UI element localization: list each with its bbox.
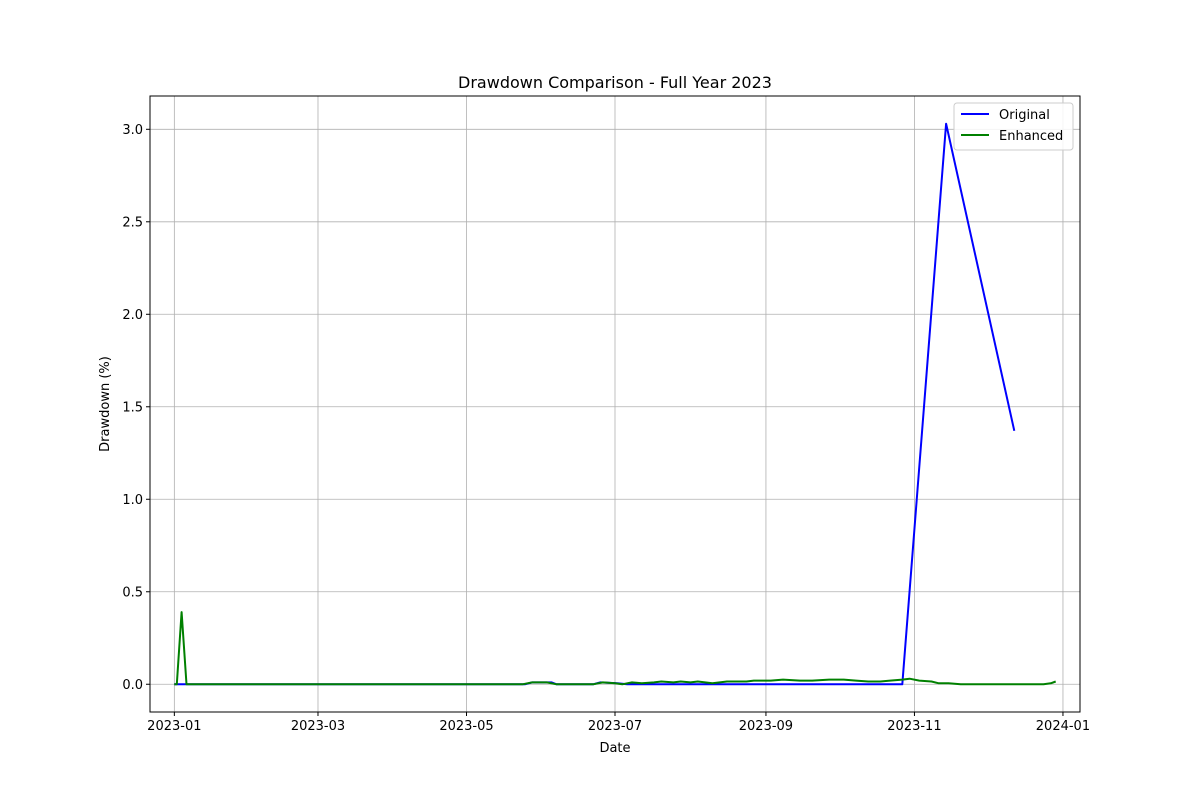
x-tick-label: 2023-09: [739, 719, 793, 734]
y-tick-label: 1.0: [122, 493, 143, 508]
legend: Original Enhanced: [953, 102, 1074, 151]
x-tick-label: 2023-03: [291, 719, 345, 734]
y-axis-label: Drawdown (%): [98, 356, 113, 452]
x-tick-label: 2023-01: [147, 719, 201, 734]
y-tick-label: 3.0: [122, 123, 143, 138]
axis-ticks: 2023-01 2023-03 2023-05 2023-07 2023-09 2023-…: [122, 123, 1090, 734]
x-tick-label: 2023-11: [887, 719, 941, 734]
y-tick-label: 2.5: [122, 215, 143, 230]
legend-label-original: Original: [999, 108, 1050, 123]
y-tick-label: 0.5: [122, 585, 143, 600]
chart-title: Drawdown Comparison - Full Year 2023: [458, 73, 772, 92]
y-tick-label: 0.0: [122, 678, 143, 693]
legend-label-enhanced: Enhanced: [999, 129, 1063, 144]
x-tick-label: 2023-05: [439, 719, 493, 734]
series-line-enhanced: [174, 611, 1057, 686]
x-axis-label: Date: [599, 741, 630, 756]
series-lines: [174, 122, 1057, 686]
x-tick-label: 2023-07: [588, 719, 642, 734]
y-tick-label: 1.5: [122, 400, 143, 415]
x-tick-label: 2024-01: [1036, 719, 1090, 734]
y-tick-label: 2.0: [122, 308, 143, 323]
